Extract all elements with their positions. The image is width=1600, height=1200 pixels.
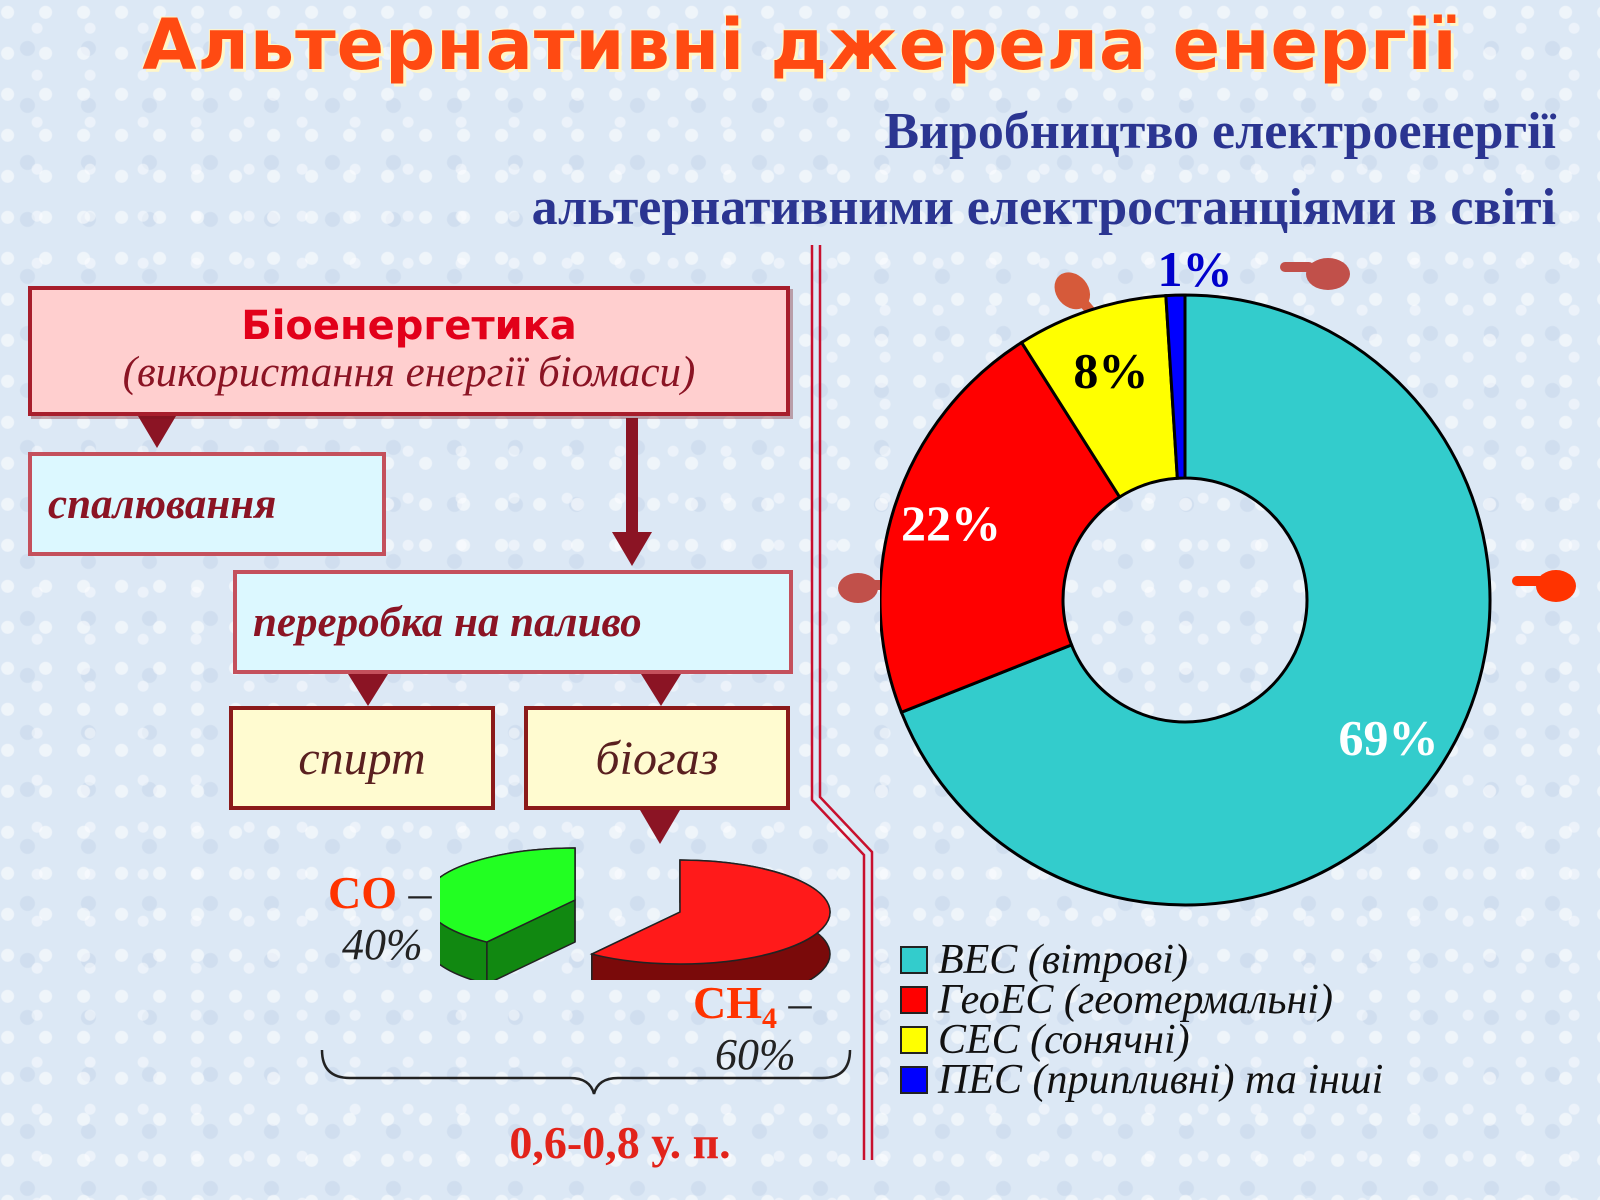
legend-label-geo: ГеоЕС (геотермальні) xyxy=(938,977,1333,1023)
arrow-to-gas-pie xyxy=(640,810,680,844)
arrow-to-biogas xyxy=(641,674,681,706)
biogas-label: біогаз xyxy=(595,731,719,785)
donut-slice-geo xyxy=(880,340,1122,715)
biogas-pie-chart xyxy=(440,847,831,980)
processing-box: переробка на паливо xyxy=(233,570,793,674)
bioenergy-box: Біоенергетика (використання енергії біом… xyxy=(28,286,790,416)
burning-label: спалювання xyxy=(48,480,277,528)
processing-label: переробка на паливо xyxy=(253,598,642,646)
ch4-label: CH4 – xyxy=(693,980,812,1042)
legend-label-solar: СЕС (сонячні) xyxy=(938,1017,1190,1063)
arrow-to-burning xyxy=(138,416,176,448)
co-label: CO – xyxy=(328,870,432,916)
gas-pie-slice-ch4 xyxy=(589,859,831,980)
legend-swatch-solar xyxy=(900,1026,928,1054)
energy-donut-chart: 69% 22% 8%1% xyxy=(880,250,1492,907)
donut-label-wind: 69% xyxy=(1338,709,1438,765)
burning-box: спалювання xyxy=(28,452,386,556)
donut-label-geo: 22% xyxy=(901,495,1001,551)
arrow-to-processing xyxy=(612,532,652,566)
total-brace xyxy=(320,1049,852,1095)
legend-swatch-wind xyxy=(900,946,928,974)
pointing-hand-icon xyxy=(1512,570,1576,602)
legend-item-geo: ГеоЕС (геотермальні) xyxy=(900,977,1383,1023)
biogas-total-label: 0,6-0,8 у. п. xyxy=(509,1117,731,1168)
donut-slice-tidal xyxy=(1164,293,1187,480)
legend-label-tidal: ПЕС (припливні) та інші xyxy=(938,1057,1384,1103)
legend-item-tidal: ПЕС (припливні) та інші xyxy=(900,1057,1383,1103)
alcohol-label: спирт xyxy=(298,731,426,785)
pointing-hand-icon xyxy=(1280,258,1350,290)
biogas-box: біогаз xyxy=(524,706,790,810)
co-name: CO xyxy=(328,867,397,918)
co-percent: 40% xyxy=(342,920,423,969)
donut-slice-wind xyxy=(899,293,1492,907)
bioenergy-subtitle: (використання енергії біомаси) xyxy=(122,349,696,396)
bioenergy-title: Біоенергетика xyxy=(241,303,577,349)
gas-pie-slice-co xyxy=(440,847,576,980)
chart-legend: ВЕС (вітрові) ГеоЕС (геотермальні) СЕС (… xyxy=(900,937,1383,1103)
donut-label-tidal: 1% xyxy=(1158,250,1233,297)
arrow-shaft-to-processing xyxy=(626,418,638,538)
ch4-dash: – xyxy=(788,977,812,1028)
legend-swatch-tidal xyxy=(900,1066,928,1094)
ch4-name: CH4 xyxy=(693,977,777,1036)
arrow-to-alcohol xyxy=(348,674,388,706)
co-dash: – xyxy=(408,867,432,918)
donut-label-solar: 8% xyxy=(1073,343,1148,399)
page-title: Альтернативні джерела енергії xyxy=(142,4,1458,86)
alcohol-box: спирт xyxy=(229,706,495,810)
legend-item-wind: ВЕС (вітрові) xyxy=(900,937,1383,983)
chart-subtitle-line-1: Виробництво електроенергії xyxy=(884,103,1556,160)
chart-subtitle-line-2: альтернативними електростанціями в світі xyxy=(531,179,1556,236)
ch4-percent: 60% xyxy=(715,1030,796,1079)
legend-swatch-geo xyxy=(900,986,928,1014)
ch4-subscript: 4 xyxy=(762,1002,777,1036)
legend-label-wind: ВЕС (вітрові) xyxy=(938,937,1188,983)
divider-line xyxy=(810,245,874,1160)
legend-item-solar: СЕС (сонячні) xyxy=(900,1017,1383,1063)
